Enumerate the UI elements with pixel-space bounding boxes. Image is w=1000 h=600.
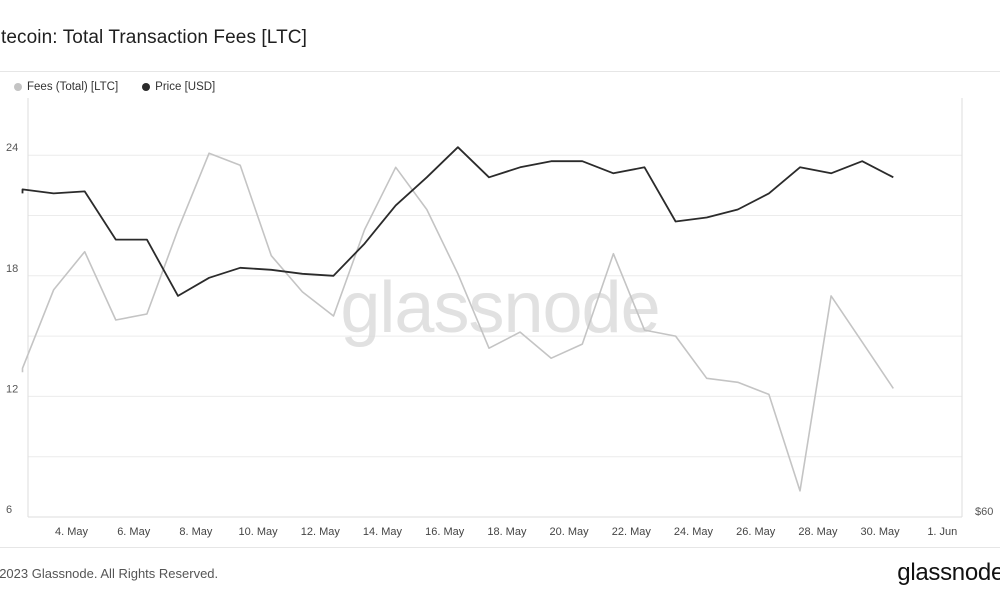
legend-swatch-price bbox=[142, 83, 151, 91]
x-tick-label: 20. May bbox=[550, 526, 590, 538]
series-line-fees[interactable] bbox=[21, 152, 894, 492]
legend-swatch-fees bbox=[14, 83, 22, 91]
x-tick-label: 16. May bbox=[425, 526, 465, 538]
x-tick-label: 1. Jun bbox=[927, 526, 957, 538]
y-tick-label-18: 18 bbox=[6, 263, 18, 275]
legend-item-fees[interactable]: Fees (Total) [LTC] bbox=[14, 81, 118, 93]
x-tick-label: 4. May bbox=[55, 526, 89, 538]
watermark: glassnode bbox=[340, 268, 659, 348]
series-line-price[interactable] bbox=[21, 146, 894, 297]
y-right-tick-label-0: $60 bbox=[975, 506, 993, 518]
x-tick-label: 18. May bbox=[487, 526, 527, 538]
y-tick-label-24: 24 bbox=[6, 142, 18, 154]
tick-labels: 6 12 18 24 $60 4. May 6. May 8. May 10. May 12. M… bbox=[6, 142, 993, 538]
y-tick-label-6: 6 bbox=[6, 504, 12, 516]
copyright-text: © 2023 Glassnode. All Rights Reserved. bbox=[0, 566, 219, 581]
x-tick-label: 22. May bbox=[612, 526, 652, 538]
x-tick-label: 6. May bbox=[117, 526, 151, 538]
chart-title: Litecoin: Total Transaction Fees [LTC] bbox=[0, 27, 307, 48]
x-tick-label: 28. May bbox=[798, 526, 838, 538]
x-tick-label: 26. May bbox=[736, 526, 776, 538]
chart-legend: Fees (Total) [LTC] Price [USD] bbox=[14, 81, 215, 93]
header-divider bbox=[0, 71, 1000, 72]
legend-label-price: Price [USD] bbox=[155, 81, 216, 93]
legend-item-price[interactable]: Price [USD] bbox=[142, 81, 215, 93]
footer-divider bbox=[0, 547, 1000, 548]
x-tick-label: 14. May bbox=[363, 526, 403, 538]
series-lines bbox=[21, 146, 894, 492]
x-tick-label: 30. May bbox=[861, 526, 901, 538]
legend-label-fees: Fees (Total) [LTC] bbox=[27, 81, 119, 93]
x-tick-label: 24. May bbox=[674, 526, 714, 538]
y-tick-label-12: 12 bbox=[6, 383, 18, 395]
axes bbox=[27, 98, 963, 518]
x-tick-label: 10. May bbox=[239, 526, 279, 538]
x-tick-label: 8. May bbox=[179, 526, 213, 538]
x-tick-label: 12. May bbox=[301, 526, 341, 538]
glassnode-logo: glassnode bbox=[897, 559, 1000, 586]
